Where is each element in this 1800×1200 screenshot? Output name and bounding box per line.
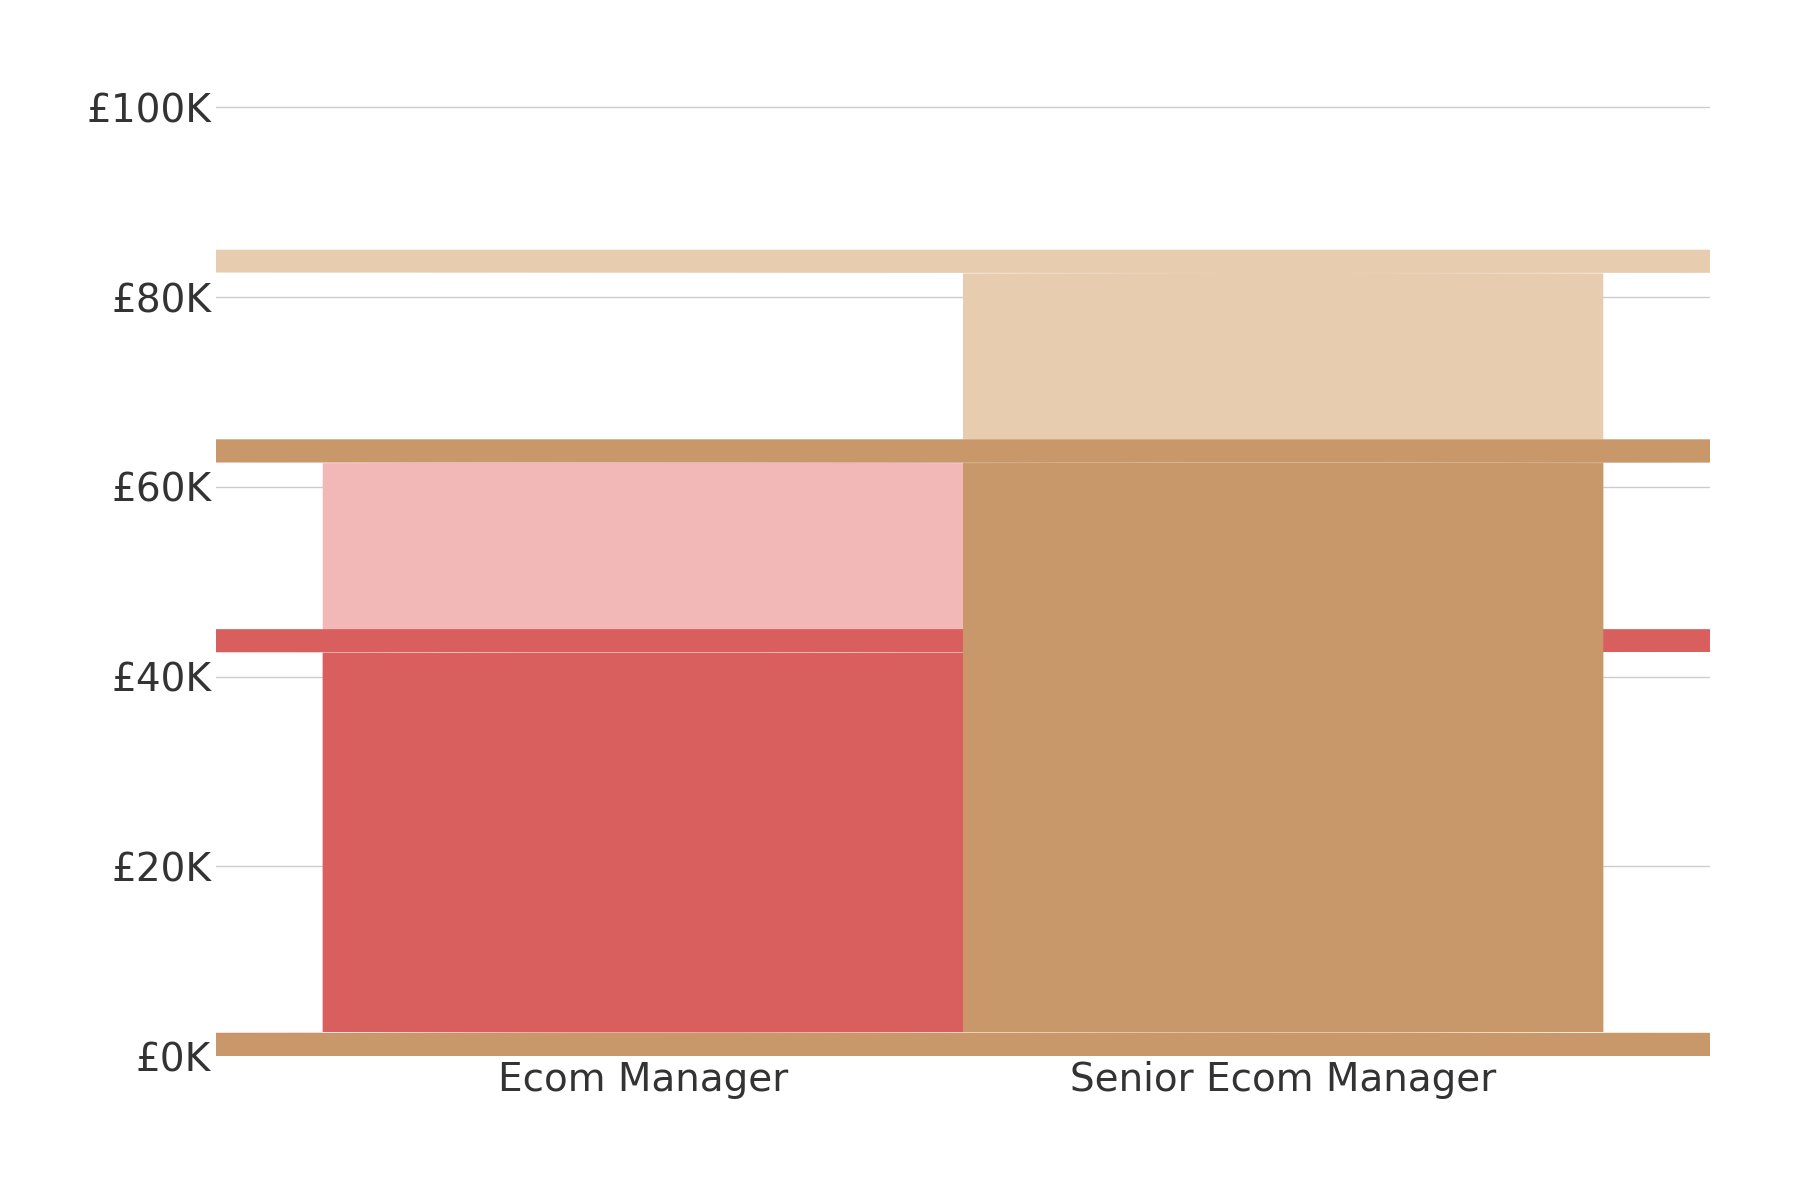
FancyBboxPatch shape <box>0 439 1800 1056</box>
FancyBboxPatch shape <box>0 250 1800 1056</box>
FancyBboxPatch shape <box>0 439 1800 1056</box>
FancyBboxPatch shape <box>0 629 1800 1056</box>
